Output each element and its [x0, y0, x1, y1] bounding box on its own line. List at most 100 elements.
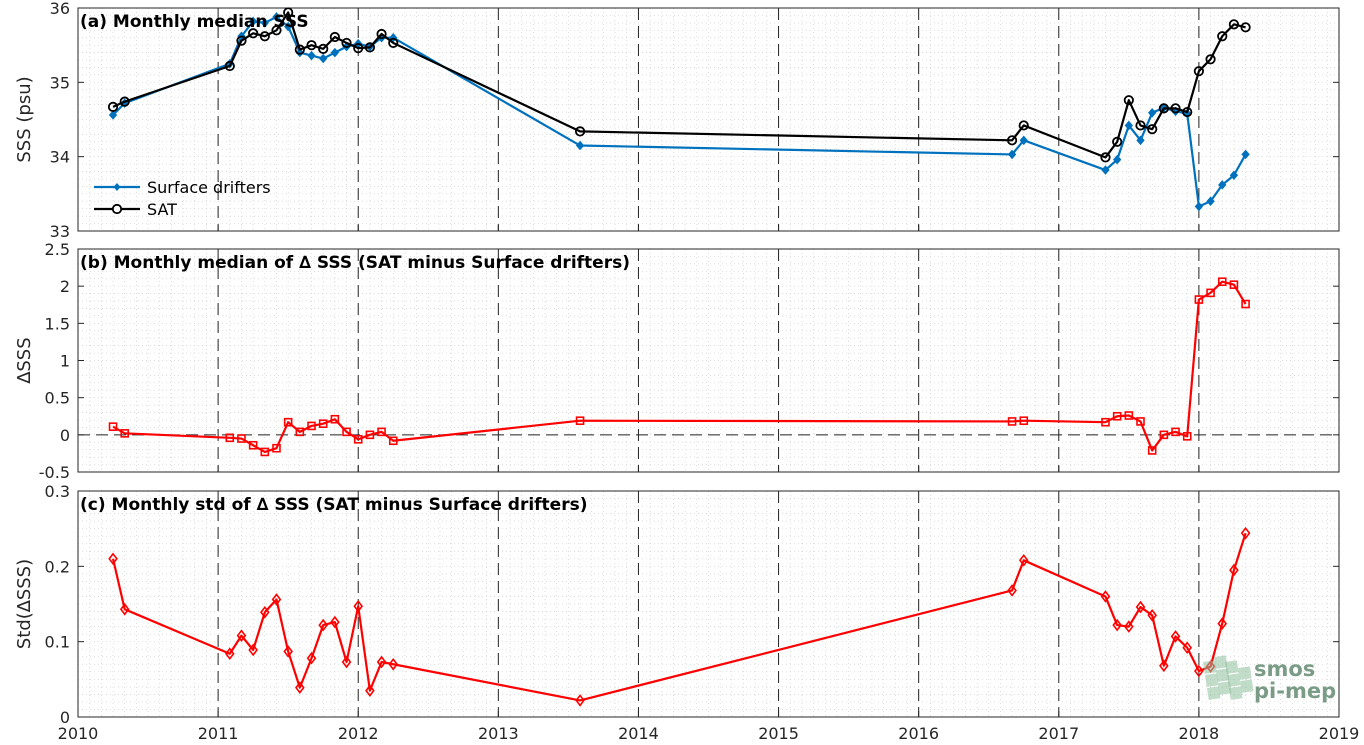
data-point — [260, 605, 270, 619]
data-point — [1171, 427, 1180, 437]
x-axis — [77, 466, 1340, 472]
data-point — [248, 16, 258, 27]
legend-marker — [111, 203, 123, 215]
data-point — [1217, 31, 1228, 42]
data-point — [307, 421, 316, 431]
data-point — [1101, 165, 1110, 175]
logo-cube — [1216, 668, 1230, 682]
data-point — [1240, 22, 1251, 33]
data-point — [271, 25, 282, 36]
logo-cube — [1205, 673, 1219, 687]
data-point — [1007, 584, 1017, 597]
logo-text-smos: smos — [1254, 657, 1315, 681]
data-point — [1194, 201, 1204, 212]
data-point — [248, 643, 258, 657]
data-point — [1193, 66, 1204, 77]
data-point — [272, 12, 281, 22]
data-point — [330, 615, 340, 629]
legend-marker — [113, 183, 121, 191]
data-point — [271, 593, 282, 606]
data-point — [575, 416, 585, 426]
data-point — [353, 599, 364, 613]
legend-label: SAT — [147, 200, 177, 219]
data-point — [284, 21, 293, 32]
y-tick-label: -0.5 — [39, 463, 70, 482]
data-point — [1112, 618, 1122, 632]
data-point — [1182, 106, 1193, 118]
data-point — [1007, 149, 1017, 160]
x-tick-label: 2016 — [898, 724, 939, 743]
data-point — [283, 7, 294, 18]
y-tick-label: 33 — [50, 222, 70, 241]
data-point — [329, 31, 340, 43]
axes-box — [77, 490, 1340, 718]
logo-text-pi-mep: pi-mep — [1254, 679, 1336, 703]
data-point — [1112, 154, 1122, 165]
data-point — [1194, 664, 1204, 678]
data-point — [1100, 590, 1111, 603]
logo-cube — [1203, 660, 1217, 674]
series-1 — [107, 7, 1251, 163]
y-tick-label: 1 — [60, 352, 70, 371]
data-point — [1006, 135, 1018, 146]
y-tick-label: 1.5 — [45, 314, 70, 333]
logo-cube — [1238, 666, 1252, 680]
data-point — [1182, 432, 1192, 441]
data-point — [1147, 446, 1157, 455]
data-point — [1147, 124, 1158, 135]
y-axis-label: Std(∆SSS) — [14, 559, 35, 649]
y-tick-label: 0.2 — [45, 557, 70, 576]
y-tick-label: 34 — [50, 148, 70, 167]
data-point — [1240, 526, 1251, 540]
data-point — [295, 681, 305, 694]
data-point — [1136, 135, 1145, 146]
data-point — [1218, 180, 1227, 190]
data-point — [1194, 295, 1204, 304]
data-point — [376, 28, 387, 40]
data-point — [1135, 600, 1146, 614]
y-tick-label: 0 — [60, 426, 70, 445]
data-point — [224, 647, 235, 661]
data-point — [260, 18, 269, 28]
data-point — [1135, 120, 1146, 131]
data-point — [353, 434, 363, 444]
y-tick-label: 36 — [50, 0, 70, 18]
data-point — [1018, 553, 1029, 567]
logo-cube — [1207, 686, 1221, 700]
data-point — [295, 427, 305, 437]
data-point — [236, 35, 247, 46]
data-point — [306, 651, 317, 665]
data-point — [318, 43, 329, 54]
data-point — [1019, 416, 1029, 426]
data-point — [388, 37, 399, 49]
series-0 — [108, 277, 1250, 457]
data-point — [365, 430, 375, 440]
data-point — [1136, 417, 1145, 426]
data-point — [342, 427, 351, 437]
data-point — [1206, 288, 1215, 298]
panel-title: (b) Monthly median of ∆ SSS (SAT minus S… — [80, 253, 630, 273]
data-point — [306, 40, 317, 51]
data-point — [353, 43, 364, 54]
data-point — [1170, 103, 1181, 114]
data-point — [119, 96, 130, 107]
data-point — [575, 140, 585, 151]
data-point — [307, 50, 316, 61]
data-point — [237, 434, 246, 443]
data-point — [1019, 135, 1028, 146]
data-point — [1217, 617, 1228, 630]
panel-title: (a) Monthly median SSS — [80, 12, 309, 32]
data-point — [364, 42, 375, 53]
data-point — [341, 37, 352, 49]
data-point — [248, 440, 258, 450]
data-point — [388, 657, 399, 671]
grid — [78, 249, 1339, 472]
series-0 — [108, 526, 1251, 707]
data-point — [108, 110, 118, 120]
data-point — [341, 655, 352, 669]
data-point — [1159, 659, 1169, 673]
data-point — [1228, 19, 1240, 30]
series-line — [111, 532, 1247, 702]
